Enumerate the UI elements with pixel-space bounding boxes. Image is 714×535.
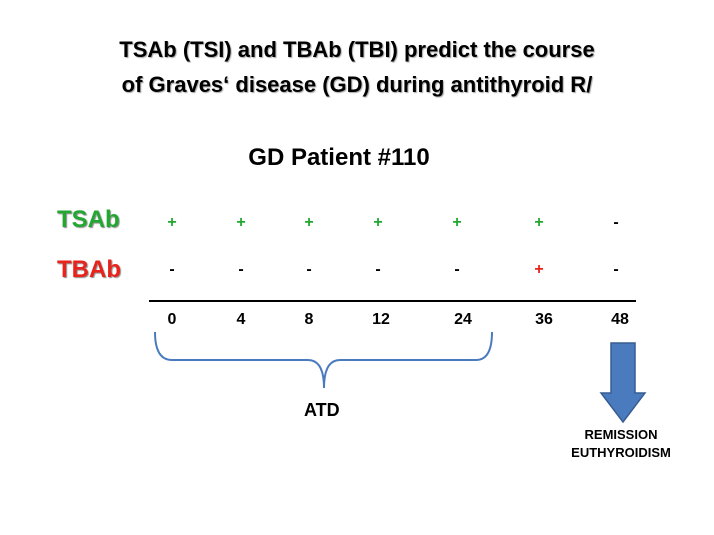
- title-line-1: TSAb (TSI) and TBAb (TBI) predict the co…: [119, 37, 595, 62]
- tbab-row-label: TBAb: [57, 256, 121, 283]
- tbab-mark: -: [454, 261, 460, 278]
- tsab-mark: +: [236, 214, 246, 231]
- tbab-mark: -: [238, 261, 244, 278]
- tbab-mark: -: [169, 261, 175, 278]
- patient-subtitle: GD Patient #110: [248, 144, 430, 171]
- outcome-euthyroidism: EUTHYROIDISM: [571, 445, 671, 460]
- tsab-mark: +: [304, 214, 314, 231]
- timeline-tick-label: 36: [535, 311, 553, 328]
- timeline-tick-label: 48: [611, 311, 629, 328]
- down-arrow-icon: [599, 342, 647, 424]
- timeline-tick-label: 12: [372, 311, 390, 328]
- tsab-mark: +: [534, 214, 544, 231]
- title-line-2: of Graves‘ disease (GD) during antithyro…: [121, 72, 593, 97]
- atd-brace: [154, 331, 493, 389]
- tbab-mark: -: [306, 261, 312, 278]
- timeline-tick-label: 24: [454, 311, 472, 328]
- outcome-remission: REMISSION: [584, 427, 658, 442]
- tsab-mark: +: [167, 214, 177, 231]
- tbab-mark: -: [375, 261, 381, 278]
- tsab-row-label: TSAb: [57, 206, 120, 233]
- timeline-tick-label: 4: [236, 311, 246, 328]
- tbab-mark: -: [613, 261, 619, 278]
- tsab-mark: +: [373, 214, 383, 231]
- timeline-axis-line: [149, 300, 636, 302]
- tsab-mark: +: [452, 214, 462, 231]
- tbab-mark: +: [534, 261, 544, 278]
- timeline-tick-label: 8: [304, 311, 314, 328]
- timeline-tick-label: 0: [167, 311, 177, 328]
- tsab-mark: -: [613, 214, 619, 231]
- atd-label: ATD: [304, 400, 340, 420]
